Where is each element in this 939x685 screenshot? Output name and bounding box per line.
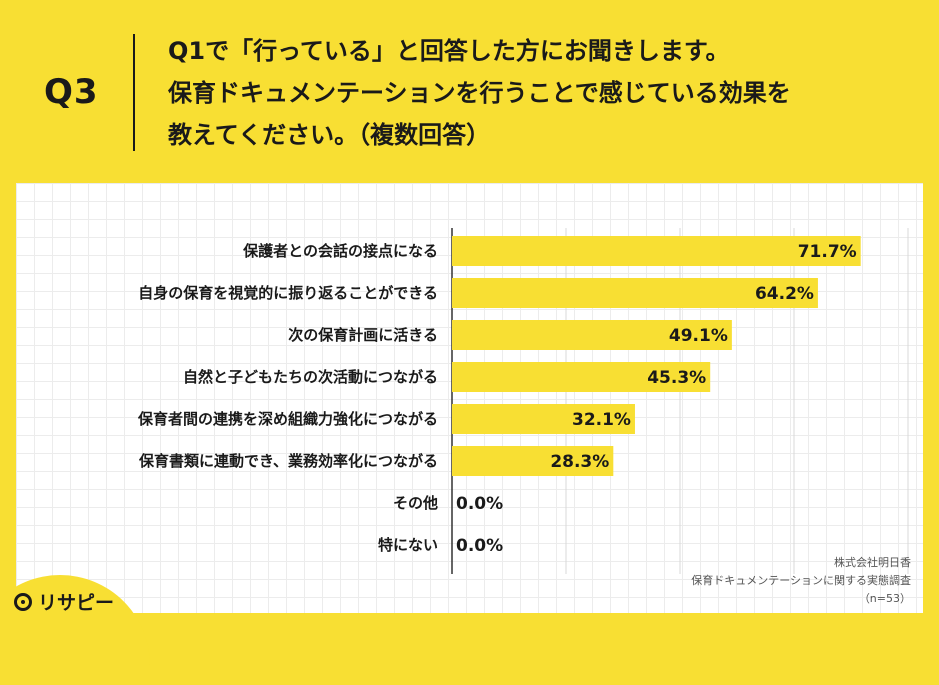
category-label: 保育書類に連動でき、業務効率化につながる [138,452,438,470]
category-label: 保護者との会話の接点になる [242,242,438,260]
source-note: 株式会社明日香 保育ドキュメンテーションに関する実態調査 （n=53） [691,554,911,608]
category-label: 次の保育計画に活きる [288,326,438,344]
question-text: Q1で「行っている」と回答した方にお聞きします。 保育ドキュメンテーションを行う… [168,30,908,156]
location-pin-icon [14,592,32,611]
category-label: 自身の保育を視覚的に振り返ることができる [138,284,438,302]
category-label: 自然と子どもたちの次活動につながる [183,368,438,386]
question-number: Q3 [44,72,99,112]
value-label: 28.3% [550,452,609,472]
category-label: 保育者間の連携を深め組織力強化につながる [137,410,438,428]
bar [452,320,732,350]
bar [452,446,614,476]
value-label: 0.0% [456,494,503,514]
chart-panel: 保護者との会話の接点になる 71.7% 自身の保育を視覚的に振り返ることができる 64… [16,183,923,613]
value-label: 0.0% [456,536,503,556]
header-divider [133,34,135,151]
question-line-3: 教えてください。（複数回答） [168,121,491,149]
logo-text: リサピー [38,592,115,614]
source-sample: （n=53） [858,592,911,605]
category-label: 特にない [378,536,438,554]
value-label: 32.1% [572,410,631,430]
source-survey: 保育ドキュメンテーションに関する実態調査 [691,574,911,587]
value-label: 64.2% [755,284,814,304]
bar [452,236,861,266]
value-label: 49.1% [669,326,728,346]
header: Q3 Q1で「行っている」と回答した方にお聞きします。 保育ドキュメンテーション… [0,0,939,180]
question-line-1: Q1で「行っている」と回答した方にお聞きします。 [168,37,730,65]
source-company: 株式会社明日香 [834,556,911,569]
value-label: 45.3% [647,368,706,388]
brand-logo: リサピー [14,588,114,615]
bar [452,278,818,308]
bar-chart: 保護者との会話の接点になる 71.7% 自身の保育を視覚的に振り返ることができる 64… [137,228,909,574]
category-label: その他 [393,494,438,512]
value-label: 71.7% [798,242,857,262]
question-line-2: 保育ドキュメンテーションを行うことで感じている効果を [168,79,791,107]
bar [452,362,711,392]
bar [452,404,635,434]
